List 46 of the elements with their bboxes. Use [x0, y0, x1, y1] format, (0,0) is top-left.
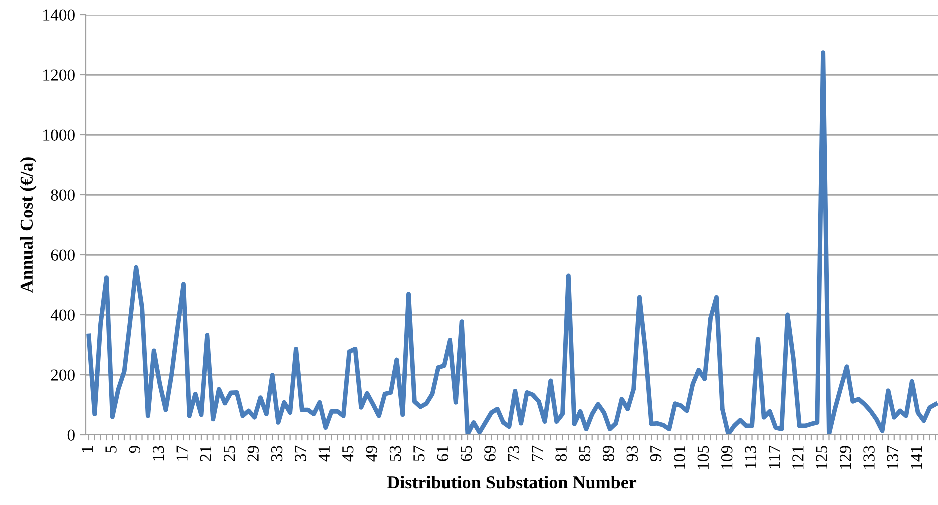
x-tick-label: 45	[342, 446, 354, 462]
x-tick-label: 117	[768, 446, 780, 468]
x-tick-label: 129	[840, 446, 852, 469]
y-tick-label: 1400	[44, 10, 75, 21]
x-tick-label: 37	[295, 446, 306, 462]
x-tick-label: 89	[603, 446, 614, 462]
x-tick-label: 125	[816, 446, 828, 469]
x-tick-label: 29	[248, 446, 259, 462]
x-tick-label: 73	[508, 446, 520, 461]
x-tick-label: 53	[390, 446, 402, 462]
y-axis-title: Annual Cost (€/a)	[20, 158, 37, 294]
x-tick-label: 105	[698, 446, 710, 469]
x-tick-label: 65	[460, 446, 472, 462]
x-tick-label: 49	[366, 446, 378, 462]
x-tick-label: 69	[484, 446, 496, 462]
x-tick-label: 41	[318, 446, 330, 462]
x-axis-title: Distribution Substation Number	[387, 476, 637, 489]
x-tick-label: 85	[579, 446, 591, 462]
x-tick-label: 61	[437, 446, 448, 462]
x-tick-label: 13	[153, 446, 164, 461]
x-tick-label: 25	[224, 446, 236, 462]
x-tick-label: 33	[271, 446, 283, 462]
y-tick-label: 0	[68, 430, 75, 441]
x-tick-label: 141	[911, 446, 922, 469]
x-tick-label: 93	[626, 446, 638, 462]
x-tick-label: 77	[532, 446, 544, 461]
y-tick-label: 200	[51, 370, 75, 381]
x-tick-label: 137	[887, 446, 899, 469]
y-tick-label: 800	[51, 190, 75, 201]
x-tick-label: 57	[414, 446, 425, 462]
y-tick-label: 1000	[44, 130, 75, 141]
x-tick-label: 113	[745, 446, 756, 468]
x-tick-label: 109	[721, 446, 733, 469]
x-tick-label: 121	[792, 446, 804, 469]
x-tick-label: 9	[129, 446, 141, 454]
x-tick-label: 17	[176, 446, 188, 461]
y-tick-label: 600	[51, 250, 75, 261]
x-tick-label: 5	[106, 446, 117, 453]
y-tick-label: 1200	[44, 70, 75, 81]
y-tick-label: 400	[50, 310, 75, 321]
x-tick-label: 1	[82, 446, 93, 452]
x-tick-label: 21	[200, 446, 212, 462]
x-tick-label: 101	[674, 446, 686, 469]
x-tick-label: 81	[556, 446, 567, 462]
x-tick-label: 133	[864, 446, 875, 469]
x-tick-label: 97	[650, 446, 662, 462]
